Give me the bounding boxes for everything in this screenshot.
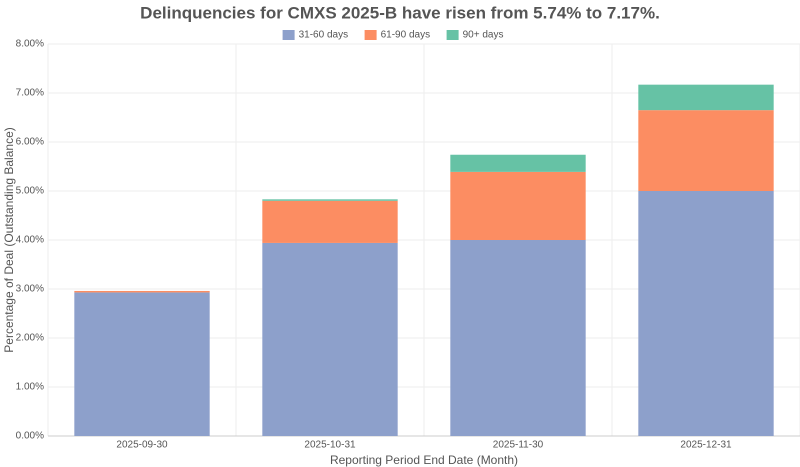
x-tick-label: 2025-12-31 [680,440,732,451]
legend-swatch [446,30,459,40]
chart-title: Delinquencies for CMXS 2025-B have risen… [140,3,660,22]
bar-segment [262,200,398,243]
y-tick-label: 3.00% [16,284,44,295]
y-tick-label: 5.00% [16,186,44,197]
y-axis-label: Percentage of Deal (Outstanding Balance) [2,127,16,352]
y-tick-label: 4.00% [16,235,44,246]
legend-swatch [282,30,295,40]
legend-swatch [364,30,377,40]
y-tick-label: 2.00% [16,333,44,344]
bar-segment [74,292,210,436]
bar-segment [638,84,774,111]
legend-label: 90+ days [463,30,504,41]
x-tick-label: 2025-11-30 [493,440,544,451]
y-tick-label: 6.00% [16,137,44,148]
y-tick-label: 7.00% [16,88,44,99]
legend-label: 61-90 days [381,30,430,41]
bar-segment [450,240,586,436]
x-tick-label: 2025-09-30 [116,440,168,451]
bar-segment [74,290,210,293]
bar-segment [262,199,398,201]
x-axis-label: Reporting Period End Date (Month) [330,453,518,467]
legend-label: 31-60 days [299,30,348,41]
bar-segment [638,191,774,436]
bar-segment [262,242,398,436]
y-tick-label: 0.00% [16,431,44,442]
bar-segment [450,171,586,240]
x-tick-label: 2025-10-31 [304,440,356,451]
bar-segment [638,110,774,191]
y-tick-label: 8.00% [16,39,44,50]
bar-segment [450,154,586,172]
y-tick-label: 1.00% [16,382,44,393]
